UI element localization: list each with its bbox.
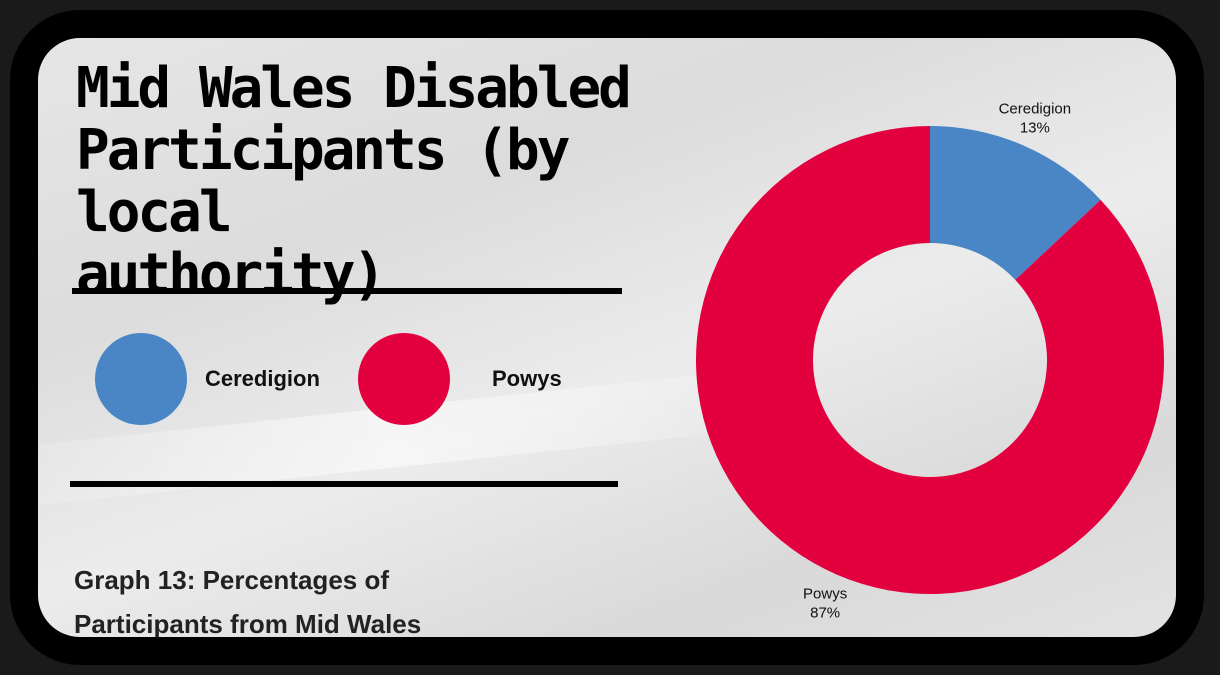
slice-value-label-powys: 87%: [810, 604, 840, 621]
legend-swatch-ceredigion: [95, 333, 187, 425]
legend-item-ceredigion: Ceredigion: [95, 333, 320, 425]
slice-powys: [696, 126, 1164, 594]
slice-category-label-ceredigion: Ceredigion: [999, 101, 1072, 118]
slice-category-label-powys: Powys: [803, 585, 847, 602]
caption-line-1: Graph 13: Percentages of: [74, 565, 389, 595]
legend-swatch-powys: [358, 333, 450, 425]
divider-top: [72, 288, 622, 294]
chart-title: Mid Wales Disabled Participants (by loca…: [76, 58, 716, 306]
divider-bottom: [70, 481, 618, 487]
slice-value-label-ceredigion: 13%: [1020, 120, 1050, 137]
chart-caption: Graph 13: Percentages of Participants fr…: [74, 558, 594, 639]
legend-label-powys: Powys: [492, 366, 562, 391]
slice-ceredigion: [930, 126, 1101, 280]
caption-line-2: Participants from Mid Wales: [74, 609, 422, 639]
title-line-3: authority): [76, 242, 386, 307]
slide-frame: Mid Wales Disabled Participants (by loca…: [10, 10, 1204, 665]
title-line-2: Participants (by local: [76, 118, 570, 245]
donut-chart: Ceredigion 13% Powys 87%: [696, 101, 1164, 621]
title-line-1: Mid Wales Disabled: [76, 56, 632, 121]
legend-item-powys: Powys: [358, 333, 562, 425]
legend-label-ceredigion: Ceredigion: [205, 366, 320, 391]
